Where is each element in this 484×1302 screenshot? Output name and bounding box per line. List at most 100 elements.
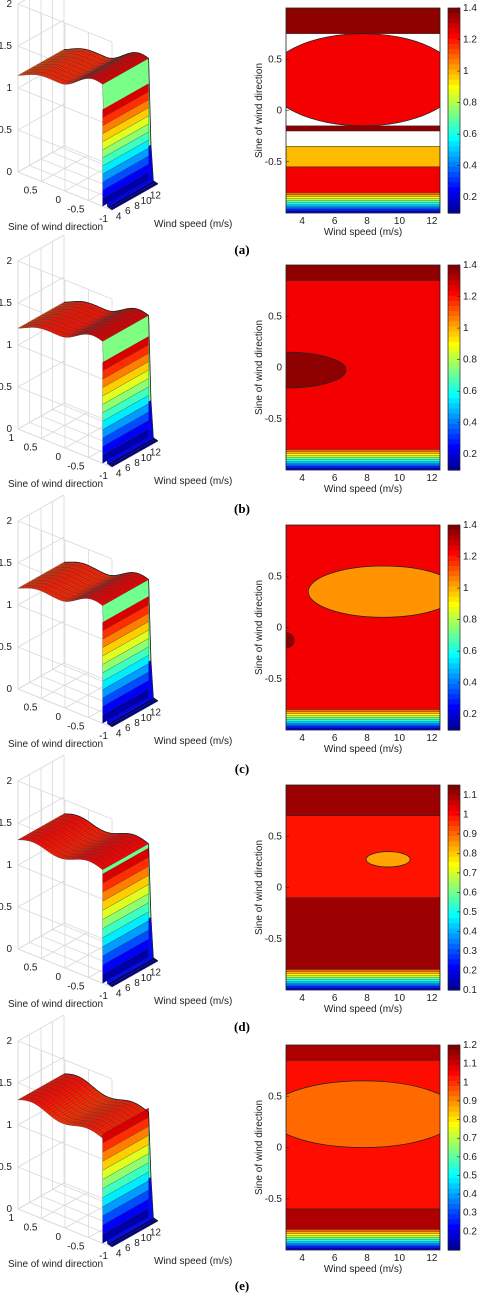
colorbar-band — [448, 535, 460, 541]
colorbar-band — [448, 668, 460, 675]
colorbar-band — [448, 418, 460, 425]
colorbar-band — [448, 974, 460, 981]
z-tick-label: 1.5 — [0, 818, 12, 829]
panel-label: (d) — [234, 1019, 250, 1034]
colorbar-tick-label: 1.4 — [463, 3, 477, 14]
colorbar-tick-label: 0.6 — [463, 887, 477, 898]
z-tick-label: 0.5 — [0, 1162, 12, 1173]
colorbar-tick-label: 0.6 — [463, 646, 477, 657]
colorbar-band — [448, 33, 460, 40]
colorbar-band — [448, 913, 460, 919]
x-tick-label: 10 — [141, 713, 153, 724]
x-tick-label: 8 — [364, 1253, 370, 1264]
colorbar-band — [448, 856, 460, 863]
mesh-line — [45, 572, 131, 591]
mesh-line — [31, 1091, 117, 1131]
mesh-line — [22, 837, 108, 868]
colorbar-band — [448, 357, 460, 363]
y-tick-label: 0.5 — [268, 831, 282, 842]
mesh-line — [40, 314, 126, 329]
colorbar-tick-label: 0.2 — [463, 709, 477, 720]
colorbar-band — [448, 187, 460, 194]
colorbar-band — [448, 1234, 460, 1241]
colorbar-tick-label: 0.4 — [463, 678, 477, 689]
colorbar-band — [448, 709, 460, 716]
colorbar-band — [448, 275, 460, 281]
colorbar-band — [448, 1086, 460, 1092]
colorbar-band — [448, 336, 460, 343]
x-tick-label: 12 — [426, 993, 438, 1004]
x-tick-label: 10 — [394, 993, 406, 1004]
colorbar-band — [448, 545, 460, 552]
panel-d: 00.511.52-1-0.500.54681012Turbine power … — [0, 754, 477, 1034]
colorbar-band — [448, 959, 460, 965]
panel-label: (b) — [234, 501, 250, 516]
colorbar-band — [448, 979, 460, 986]
x-tick-label: 4 — [116, 728, 122, 739]
colorbar-band — [448, 969, 460, 976]
y-axis-label: Sine of wind direction — [254, 840, 265, 935]
mesh-line — [59, 1076, 145, 1115]
mesh-line — [40, 826, 126, 857]
x-tick-label: 10 — [141, 196, 153, 207]
surface-edge — [63, 1073, 159, 1222]
colorbar-band — [448, 270, 460, 276]
x-tick-label: 4 — [299, 216, 305, 227]
y-axis-label: Sine of wind direction — [254, 1100, 265, 1195]
colorbar-band — [448, 648, 460, 654]
contour-region — [286, 125, 440, 132]
colorbar-band — [448, 1091, 460, 1097]
colorbar-band — [448, 938, 460, 945]
colorbar-band — [448, 69, 460, 76]
colorbar-band — [448, 388, 460, 394]
colorbar-band — [448, 367, 460, 374]
surface-edge — [63, 48, 159, 185]
mesh-line — [31, 319, 117, 334]
contour-region — [286, 265, 440, 281]
x-tick-label: 12 — [426, 1253, 438, 1264]
colorbar-band — [448, 49, 460, 55]
y-tick-label: -1 — [99, 1251, 108, 1262]
colorbar-band — [448, 724, 460, 731]
y-tick-label: 0.5 — [24, 703, 38, 714]
x-tick-label: 4 — [299, 1253, 305, 1264]
z-tick-label: 2 — [6, 776, 12, 787]
colorbar-band — [448, 341, 460, 348]
y-tick-label: 0.5 — [268, 311, 282, 322]
colorbar-band — [448, 601, 460, 608]
mesh-line — [22, 585, 108, 604]
colorbar-band — [448, 555, 460, 562]
z-tick-label: 0 — [6, 1204, 12, 1215]
y-tick-label: 0.5 — [268, 1091, 282, 1102]
contour-gradient-band — [286, 987, 440, 990]
contour-region — [286, 815, 440, 898]
y-tick-label: -0.5 — [67, 205, 85, 216]
x-tick-label: 12 — [150, 1228, 162, 1239]
surface-cliff-band — [102, 83, 149, 118]
mesh-line — [31, 66, 117, 77]
x-tick-label: 12 — [150, 708, 162, 719]
colorbar-band — [448, 607, 460, 613]
colorbar-band — [448, 805, 460, 812]
colorbar-tick-label: 0.6 — [463, 386, 477, 397]
contour-region — [286, 146, 440, 168]
colorbar-band — [448, 156, 460, 163]
colorbar-band — [448, 202, 460, 209]
y-tick-label: 0.5 — [268, 571, 282, 582]
colorbar-band — [448, 954, 460, 960]
colorbar-band — [448, 1178, 460, 1184]
colorbar-band — [448, 949, 460, 955]
colorbar-band — [448, 136, 460, 142]
colorbar-band — [448, 1106, 460, 1113]
colorbar-band — [448, 331, 460, 338]
x-tick-label: 6 — [125, 1243, 131, 1254]
x-axis-label: Wind speed (m/s) — [324, 1004, 402, 1015]
x-axis-label: Wind speed (m/s) — [154, 476, 232, 487]
contour-region — [286, 8, 440, 34]
grid-line — [17, 145, 65, 173]
y-tick-label: -1 — [99, 214, 108, 225]
y-tick-label: -0.5 — [67, 722, 85, 733]
colorbar-band — [448, 1055, 460, 1061]
colorbar-band — [448, 84, 460, 91]
contour-region — [365, 851, 411, 868]
